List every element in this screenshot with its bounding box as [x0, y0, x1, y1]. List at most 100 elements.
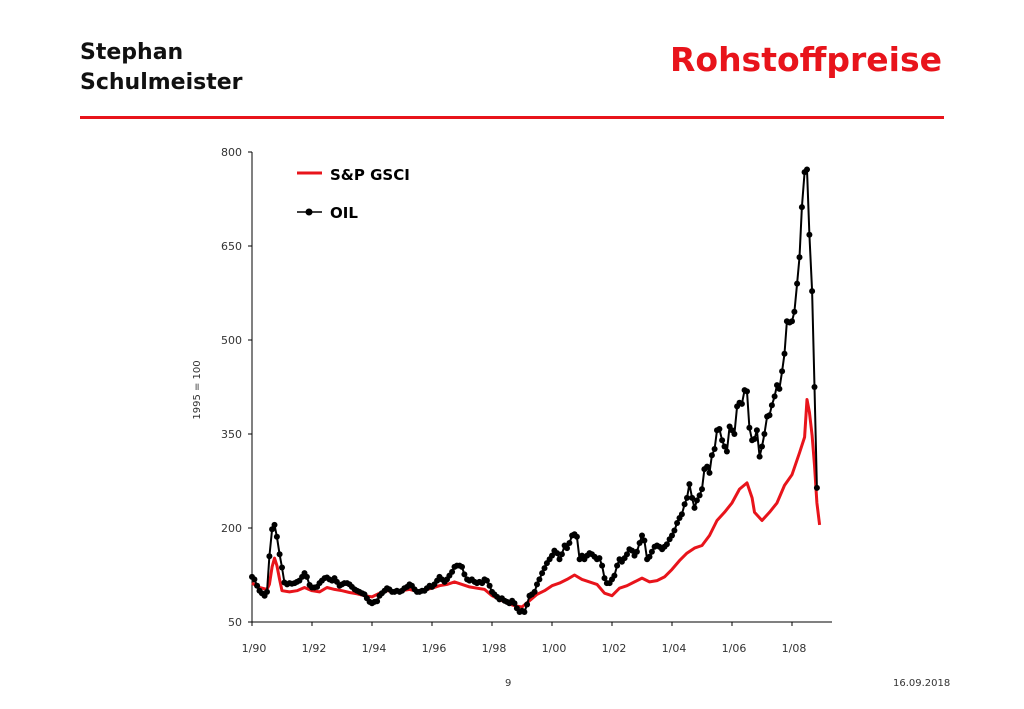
x-tick-label: 1/98	[482, 642, 507, 655]
data-point-oil	[813, 484, 820, 491]
data-point-oil	[771, 393, 778, 400]
data-point-oil	[554, 550, 561, 557]
data-point-oil	[731, 431, 738, 437]
data-point-oil	[723, 448, 730, 455]
legend-oil-label: OIL	[330, 204, 358, 222]
data-point-oil	[614, 562, 621, 569]
legend-oil-marker	[305, 208, 313, 216]
data-point-oil	[564, 545, 570, 552]
data-point-oil	[534, 581, 540, 588]
legend-gsci-label: S&P GSCI	[330, 166, 410, 184]
data-point-oil	[791, 308, 798, 315]
data-point-oil	[573, 533, 580, 540]
data-point-oil	[811, 384, 818, 390]
data-point-oil	[269, 526, 276, 533]
series-line-oil	[251, 168, 818, 613]
y-tick-label: 350	[221, 428, 242, 441]
data-point-oil	[266, 553, 273, 560]
data-point-oil	[556, 556, 563, 563]
data-point-oil	[558, 551, 565, 558]
data-point-oil	[511, 600, 518, 607]
data-point-oil	[273, 533, 280, 540]
data-point-oil	[706, 469, 713, 476]
data-point-oil	[646, 553, 653, 560]
data-point-oil	[761, 431, 768, 437]
data-point-oil	[279, 564, 285, 571]
data-point-oil	[531, 588, 538, 595]
data-point-oil	[254, 582, 261, 589]
series-layer	[249, 166, 822, 615]
data-point-oil	[779, 368, 786, 375]
data-point-oil	[744, 388, 750, 395]
data-point-oil	[669, 532, 675, 539]
x-ticks: 1/90 1/92 1/94 1/96 1/98 1/00 1/02 1/04 1/06 1/08	[242, 622, 807, 655]
data-point-oil	[794, 280, 801, 287]
data-point-oil	[264, 588, 270, 595]
data-point-oil	[599, 562, 606, 569]
data-point-oil	[636, 540, 643, 546]
data-point-oil	[738, 400, 745, 407]
data-point-oil	[719, 437, 726, 444]
data-point-oil	[483, 577, 490, 584]
data-point-oil	[536, 576, 543, 583]
data-point-oil	[549, 552, 555, 559]
data-point-oil	[611, 572, 618, 579]
data-point-oil	[541, 565, 548, 572]
data-point-oil	[766, 412, 773, 419]
data-point-oil	[693, 497, 700, 504]
data-point-oil	[641, 537, 648, 544]
data-point-oil	[796, 254, 803, 261]
data-point-oil	[768, 402, 775, 409]
data-point-oil	[648, 548, 655, 555]
y-tick-label: 500	[221, 334, 242, 347]
x-tick-label: 1/00	[542, 642, 567, 655]
data-point-oil	[781, 350, 788, 357]
title-divider	[80, 116, 944, 119]
data-point-oil	[696, 492, 703, 499]
data-point-oil	[629, 547, 636, 554]
data-point-oil	[566, 540, 573, 546]
data-point-oil	[624, 551, 630, 558]
y-tick-label: 650	[221, 240, 242, 253]
data-point-oil	[251, 576, 258, 583]
data-point-oil	[756, 453, 763, 460]
data-point-oil	[539, 570, 546, 577]
data-point-oil	[804, 166, 810, 173]
data-point-oil	[521, 609, 528, 615]
data-point-oil	[486, 582, 493, 589]
data-point-oil	[691, 504, 698, 511]
x-tick-label: 1/02	[602, 642, 627, 655]
data-point-oil	[461, 571, 468, 578]
data-point-oil	[751, 436, 758, 442]
data-point-oil	[753, 427, 760, 434]
data-point-oil	[596, 555, 603, 562]
slide-title: Rohstoffpreise	[669, 40, 942, 79]
data-point-oil	[806, 231, 813, 238]
x-tick-label: 1/96	[422, 642, 447, 655]
series-line-s-p-gsci	[251, 398, 822, 609]
data-point-oil	[276, 551, 283, 558]
data-point-oil	[746, 424, 753, 431]
data-point-oil	[704, 463, 711, 470]
x-tick-label: 1/92	[302, 642, 327, 655]
data-point-oil	[459, 563, 465, 570]
x-tick-label: 1/08	[782, 642, 807, 655]
data-point-oil	[798, 204, 805, 211]
y-tick-label: 800	[221, 146, 242, 159]
data-point-oil	[678, 511, 685, 518]
x-tick-label: 1/06	[722, 642, 747, 655]
data-point-oil	[776, 385, 783, 392]
data-point-oil	[708, 452, 715, 459]
data-point-oil	[639, 532, 645, 539]
data-point-oil	[601, 575, 608, 582]
data-point-oil	[271, 521, 278, 528]
data-point-oil	[684, 494, 690, 501]
author-name: Stephan Schulmeister	[80, 38, 380, 98]
data-point-oil	[449, 568, 456, 575]
data-point-oil	[699, 486, 705, 493]
chart-legend: S&P GSCI OIL	[297, 166, 410, 222]
x-tick-label: 1/90	[242, 642, 267, 655]
data-point-oil	[789, 318, 795, 325]
slide-date: 16.09.2018	[893, 678, 951, 689]
